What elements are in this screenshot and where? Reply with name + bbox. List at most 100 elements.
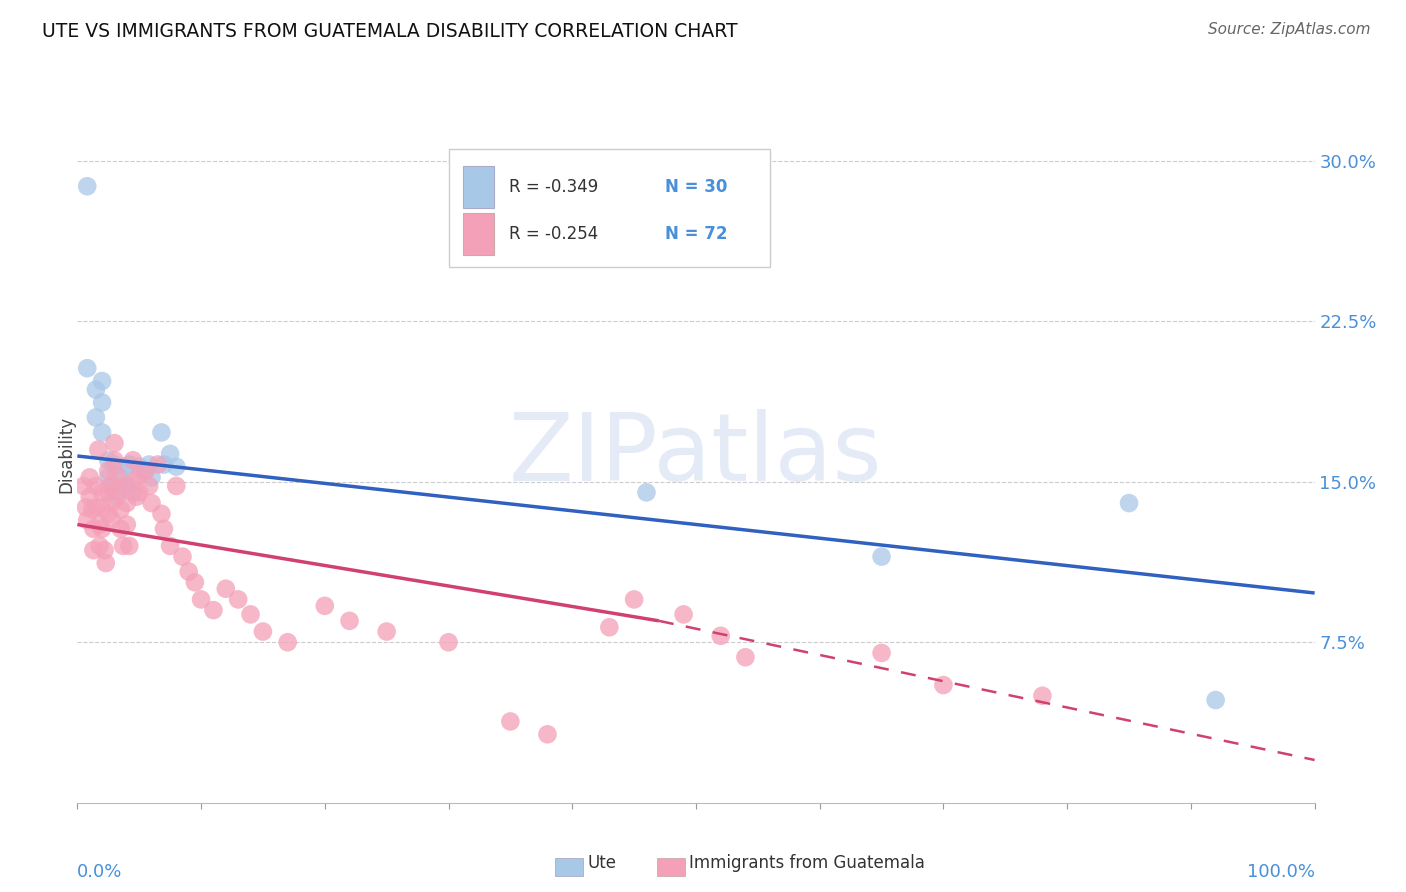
Point <box>636 485 658 500</box>
Point <box>97 464 120 478</box>
Point <box>103 453 125 467</box>
Point <box>100 479 122 493</box>
Point <box>150 425 173 440</box>
Point <box>97 485 120 500</box>
Point <box>226 592 249 607</box>
Point <box>103 481 125 495</box>
Point <box>536 727 558 741</box>
Point <box>101 513 124 527</box>
Point <box>339 614 361 628</box>
Point <box>84 410 107 425</box>
Point <box>165 459 187 474</box>
Point <box>91 485 114 500</box>
FancyBboxPatch shape <box>464 213 495 254</box>
Point <box>76 361 98 376</box>
Point <box>598 620 620 634</box>
Point <box>138 458 160 472</box>
Point <box>159 447 181 461</box>
Point <box>91 374 114 388</box>
Text: N = 30: N = 30 <box>665 178 727 196</box>
Point <box>1031 689 1053 703</box>
Point <box>150 507 173 521</box>
Point <box>141 470 163 484</box>
Point <box>112 539 135 553</box>
Y-axis label: Disability: Disability <box>58 417 75 493</box>
Point <box>103 458 125 472</box>
Point <box>128 459 150 474</box>
Point <box>84 500 107 515</box>
Point <box>138 479 160 493</box>
Point <box>72 479 94 493</box>
Point <box>89 539 111 553</box>
Point <box>239 607 262 622</box>
Point <box>115 496 138 510</box>
Point <box>91 395 114 409</box>
Point <box>79 490 101 504</box>
Point <box>1205 693 1227 707</box>
Point <box>91 425 114 440</box>
Point <box>122 453 145 467</box>
Point <box>107 485 129 500</box>
Text: ZIPatlas: ZIPatlas <box>509 409 883 501</box>
Point <box>105 490 128 504</box>
Point <box>146 458 169 472</box>
Point <box>125 490 148 504</box>
Point <box>623 592 645 607</box>
Point <box>84 383 107 397</box>
Point <box>84 479 107 493</box>
Point <box>710 629 733 643</box>
Point <box>277 635 299 649</box>
Point <box>76 179 98 194</box>
Point <box>91 500 114 515</box>
Point <box>128 468 150 483</box>
Point <box>110 502 132 516</box>
FancyBboxPatch shape <box>464 166 495 208</box>
Point <box>870 549 893 564</box>
Text: Source: ZipAtlas.com: Source: ZipAtlas.com <box>1208 22 1371 37</box>
Point <box>153 522 176 536</box>
Point <box>134 464 156 478</box>
FancyBboxPatch shape <box>449 149 770 267</box>
Point <box>672 607 695 622</box>
Point <box>314 599 336 613</box>
Point <box>252 624 274 639</box>
Point <box>870 646 893 660</box>
Point <box>118 539 141 553</box>
Point <box>112 459 135 474</box>
Point <box>89 517 111 532</box>
Point <box>215 582 238 596</box>
Point <box>115 517 138 532</box>
Point <box>101 479 124 493</box>
Point <box>184 575 207 590</box>
Point <box>110 470 132 484</box>
Text: R = -0.349: R = -0.349 <box>509 178 599 196</box>
Point <box>177 565 200 579</box>
Point <box>93 543 115 558</box>
Point <box>79 470 101 484</box>
Point <box>75 500 97 515</box>
Text: UTE VS IMMIGRANTS FROM GUATEMALA DISABILITY CORRELATION CHART: UTE VS IMMIGRANTS FROM GUATEMALA DISABIL… <box>42 22 738 41</box>
Text: Immigrants from Guatemala: Immigrants from Guatemala <box>689 855 925 872</box>
Text: 0.0%: 0.0% <box>77 863 122 880</box>
Point <box>734 650 756 665</box>
Point <box>437 635 460 649</box>
Point <box>153 458 176 472</box>
Text: N = 72: N = 72 <box>665 225 727 243</box>
Point <box>172 549 194 564</box>
Point <box>110 522 132 536</box>
Point <box>118 458 141 472</box>
Point <box>91 522 114 536</box>
Point <box>87 442 110 457</box>
Point <box>375 624 398 639</box>
Point <box>122 485 145 500</box>
Point <box>202 603 225 617</box>
Point <box>932 678 955 692</box>
Point <box>1118 496 1140 510</box>
Point <box>82 502 104 516</box>
Point <box>134 464 156 478</box>
Point <box>190 592 212 607</box>
Point <box>159 539 181 553</box>
Point <box>115 479 138 493</box>
Text: Ute: Ute <box>588 855 617 872</box>
Point <box>97 470 120 484</box>
